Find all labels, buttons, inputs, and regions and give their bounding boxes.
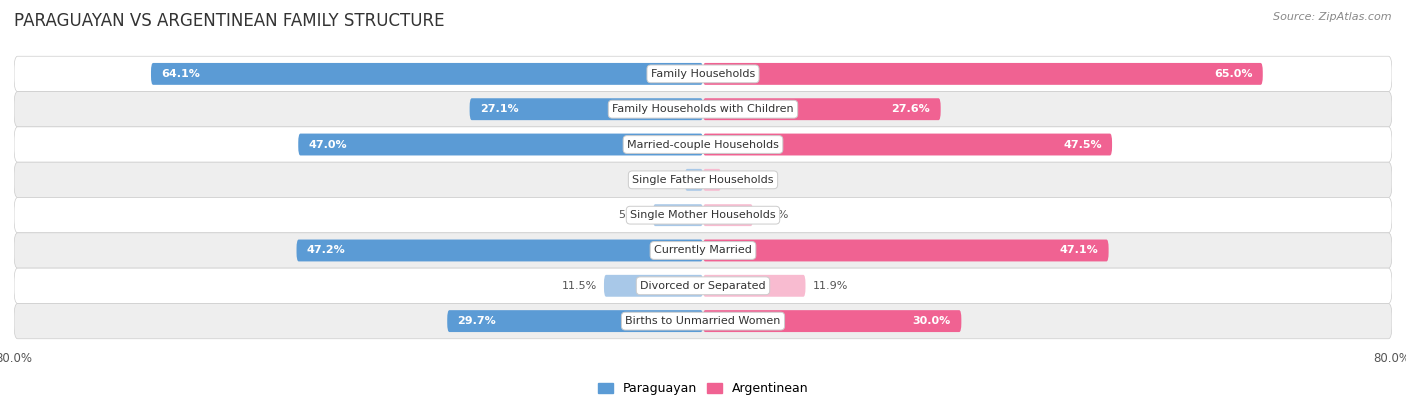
Text: 47.2%: 47.2% [307, 245, 346, 256]
FancyBboxPatch shape [297, 239, 703, 261]
FancyBboxPatch shape [14, 92, 1392, 127]
Text: Married-couple Households: Married-couple Households [627, 139, 779, 150]
FancyBboxPatch shape [14, 127, 1392, 162]
FancyBboxPatch shape [703, 63, 1263, 85]
Text: Single Father Households: Single Father Households [633, 175, 773, 185]
FancyBboxPatch shape [703, 169, 721, 191]
FancyBboxPatch shape [685, 169, 703, 191]
Text: 47.0%: 47.0% [308, 139, 347, 150]
FancyBboxPatch shape [150, 63, 703, 85]
FancyBboxPatch shape [14, 198, 1392, 233]
Text: 29.7%: 29.7% [457, 316, 496, 326]
Text: 2.1%: 2.1% [728, 175, 756, 185]
FancyBboxPatch shape [14, 56, 1392, 92]
Text: Source: ZipAtlas.com: Source: ZipAtlas.com [1274, 12, 1392, 22]
Text: 2.1%: 2.1% [650, 175, 678, 185]
Text: PARAGUAYAN VS ARGENTINEAN FAMILY STRUCTURE: PARAGUAYAN VS ARGENTINEAN FAMILY STRUCTU… [14, 12, 444, 30]
Text: 27.6%: 27.6% [891, 104, 931, 114]
FancyBboxPatch shape [703, 239, 1108, 261]
Text: Family Households: Family Households [651, 69, 755, 79]
Text: Divorced or Separated: Divorced or Separated [640, 281, 766, 291]
Text: Family Households with Children: Family Households with Children [612, 104, 794, 114]
FancyBboxPatch shape [703, 204, 754, 226]
Text: 11.5%: 11.5% [562, 281, 598, 291]
Text: 64.1%: 64.1% [162, 69, 200, 79]
Legend: Paraguayan, Argentinean: Paraguayan, Argentinean [598, 382, 808, 395]
Text: Single Mother Households: Single Mother Households [630, 210, 776, 220]
Text: 30.0%: 30.0% [912, 316, 950, 326]
FancyBboxPatch shape [14, 303, 1392, 339]
Text: Currently Married: Currently Married [654, 245, 752, 256]
FancyBboxPatch shape [14, 268, 1392, 303]
FancyBboxPatch shape [605, 275, 703, 297]
FancyBboxPatch shape [703, 134, 1112, 156]
Text: Births to Unmarried Women: Births to Unmarried Women [626, 316, 780, 326]
Text: 5.8%: 5.8% [617, 210, 647, 220]
Text: 5.8%: 5.8% [759, 210, 789, 220]
FancyBboxPatch shape [470, 98, 703, 120]
FancyBboxPatch shape [703, 275, 806, 297]
FancyBboxPatch shape [298, 134, 703, 156]
FancyBboxPatch shape [703, 310, 962, 332]
FancyBboxPatch shape [447, 310, 703, 332]
Text: 27.1%: 27.1% [479, 104, 519, 114]
Text: 65.0%: 65.0% [1213, 69, 1253, 79]
FancyBboxPatch shape [14, 233, 1392, 268]
Text: 47.1%: 47.1% [1060, 245, 1098, 256]
Text: 47.5%: 47.5% [1063, 139, 1102, 150]
FancyBboxPatch shape [14, 162, 1392, 198]
Text: 11.9%: 11.9% [813, 281, 848, 291]
FancyBboxPatch shape [703, 98, 941, 120]
FancyBboxPatch shape [652, 204, 703, 226]
